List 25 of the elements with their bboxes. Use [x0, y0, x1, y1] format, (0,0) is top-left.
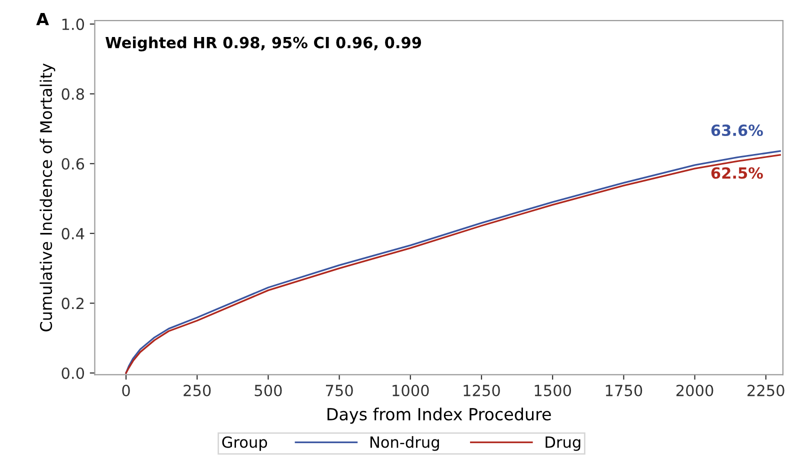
y-tick-label: 0.0 [62, 367, 84, 380]
y-tick-label: 0.2 [62, 298, 84, 310]
x-tick-label: 750 [326, 384, 353, 396]
annotation: Weighted HR 0.98, 95% CI 0.96, 0.99 [106, 36, 422, 52]
y-tick-label: 1.0 [62, 18, 84, 30]
x-tick-label: 2000 [676, 384, 714, 396]
annotation: 63.6% [711, 124, 763, 136]
x-axis-title: Days from Index Procedure [328, 408, 551, 424]
legend-label: Drug [546, 436, 580, 451]
x-tick-label: 500 [254, 384, 282, 396]
x-tick-label: 1250 [464, 384, 500, 396]
x-tick-label: 250 [184, 384, 211, 396]
x-tick-label: 1750 [606, 384, 642, 396]
y-tick-label: 0.6 [62, 158, 84, 170]
text: A [36, 13, 49, 26]
x-tick-label: 1500 [534, 384, 572, 396]
annotation: 62.5% [711, 167, 763, 179]
x-tick-label: 1000 [392, 384, 429, 396]
y-tick-label: 0.4 [62, 228, 84, 240]
y-axis-title: Cumulative Incidence of Mortality [40, 63, 56, 332]
x-tick-label: 0 [122, 384, 130, 396]
y-tick-label: 0.8 [62, 88, 84, 100]
legend-label: Non-drug [370, 436, 439, 451]
legend-title: Group [222, 436, 268, 451]
x-tick-label: 2250 [748, 384, 784, 396]
